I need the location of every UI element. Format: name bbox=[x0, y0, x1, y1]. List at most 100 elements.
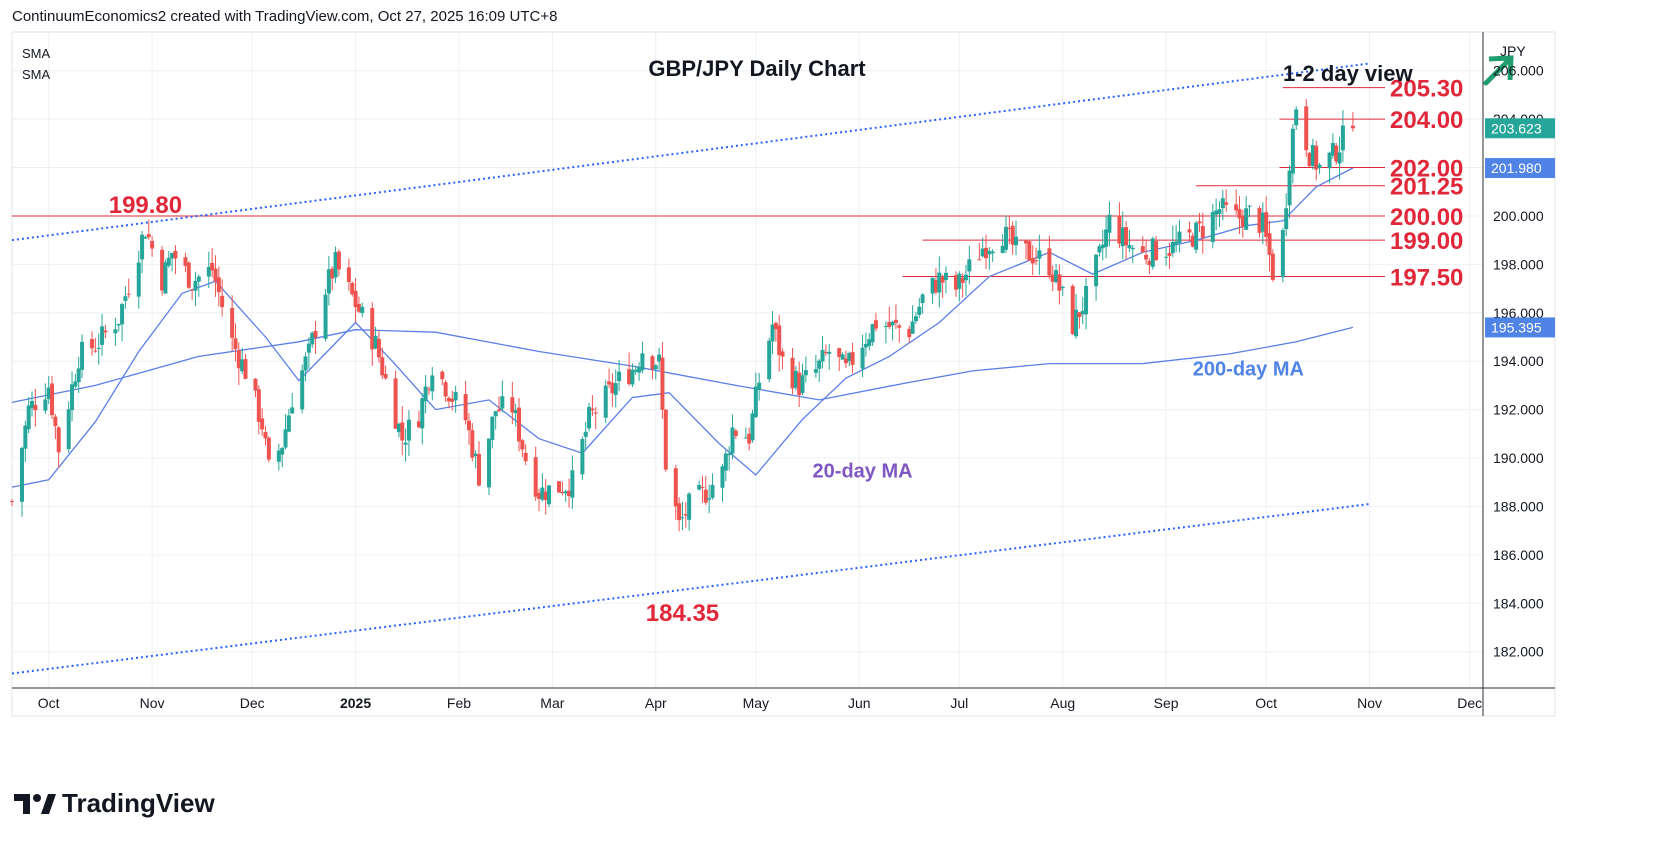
candle-body bbox=[240, 359, 245, 372]
price-tick-label: 190.000 bbox=[1493, 450, 1544, 466]
candle-body bbox=[510, 397, 515, 413]
candle-body bbox=[313, 330, 318, 338]
candle-body bbox=[230, 308, 235, 338]
candle-body bbox=[820, 349, 825, 362]
candle-body bbox=[30, 401, 35, 409]
candle-body bbox=[980, 248, 985, 257]
candle-body bbox=[1187, 229, 1192, 233]
chart-title: GBP/JPY Daily Chart bbox=[648, 56, 866, 81]
candle-body bbox=[256, 389, 261, 422]
candle-body bbox=[1060, 286, 1065, 289]
candle-body bbox=[453, 391, 458, 401]
candle-body bbox=[907, 328, 912, 338]
candle-body bbox=[1194, 222, 1199, 250]
candle-body bbox=[330, 268, 335, 279]
candle-body bbox=[356, 303, 361, 312]
candle-body bbox=[1284, 208, 1289, 230]
candle-body bbox=[680, 517, 685, 519]
view-label: 1-2 day view bbox=[1283, 61, 1414, 86]
candle-body bbox=[1317, 164, 1322, 169]
candle-body bbox=[873, 320, 878, 329]
candle-body bbox=[803, 370, 808, 376]
candle-body bbox=[420, 398, 425, 429]
candle-body bbox=[567, 490, 572, 496]
candle-body bbox=[1050, 274, 1055, 282]
candle-body bbox=[276, 450, 281, 462]
candle-body bbox=[43, 399, 48, 411]
candle-body bbox=[186, 262, 191, 288]
candle-body bbox=[406, 419, 411, 441]
candle-body bbox=[1054, 270, 1059, 283]
candle-body bbox=[627, 369, 632, 385]
tradingview-logo[interactable]: TradingView bbox=[14, 788, 215, 819]
candle-body bbox=[370, 308, 375, 350]
candle-body bbox=[1154, 241, 1159, 261]
candle-body bbox=[173, 250, 178, 259]
candle-body bbox=[887, 321, 892, 327]
candle-body bbox=[440, 371, 445, 380]
candle-body bbox=[1164, 256, 1169, 258]
candle-body bbox=[817, 360, 822, 369]
price-axis[interactable]: 182.000 184.000 186.000 188.000 190.000 192.0… bbox=[1482, 32, 1555, 716]
time-axis[interactable]: Oct Nov Dec 2025 Feb Mar Apr May Jun Jul Aug Sep Oct… bbox=[12, 687, 1555, 711]
candle-body bbox=[50, 383, 55, 416]
candle-body bbox=[376, 338, 381, 358]
ma200-line bbox=[11, 326, 1354, 404]
candle-body bbox=[430, 375, 435, 392]
time-tick-label: Nov bbox=[140, 695, 165, 711]
candle-body bbox=[913, 316, 918, 322]
candle-body bbox=[103, 330, 108, 333]
candle-body bbox=[1000, 245, 1005, 253]
candle-body bbox=[193, 280, 198, 291]
candle-body bbox=[96, 347, 101, 349]
candle-body bbox=[610, 382, 615, 394]
level-label: 201.25 bbox=[1390, 174, 1463, 201]
ma200-label: 200-day MA bbox=[1193, 359, 1304, 381]
price-tick-label: 186.000 bbox=[1493, 547, 1544, 563]
candle-body bbox=[76, 368, 81, 383]
candle-body bbox=[633, 369, 638, 372]
candle-body bbox=[116, 323, 121, 326]
candle-body bbox=[123, 296, 128, 301]
candle-body bbox=[1294, 109, 1299, 126]
candle-body bbox=[283, 429, 288, 448]
candle-body bbox=[373, 335, 378, 349]
candle-body bbox=[910, 321, 915, 334]
candle-body bbox=[260, 418, 265, 430]
candle-body bbox=[360, 306, 365, 314]
candle-body bbox=[730, 427, 735, 454]
candle-body bbox=[533, 457, 538, 497]
candle-body bbox=[326, 269, 331, 294]
level-label: 200.00 bbox=[1390, 204, 1463, 231]
candle-body bbox=[563, 491, 568, 494]
candle-body bbox=[933, 279, 938, 293]
candle-body bbox=[140, 234, 145, 260]
candle-body bbox=[837, 348, 842, 357]
price-tick-label: 194.000 bbox=[1493, 353, 1544, 369]
candle-body bbox=[236, 350, 241, 369]
candle-body bbox=[1267, 233, 1272, 255]
candle-body bbox=[463, 394, 468, 421]
indicator-legend-item: SMA bbox=[22, 67, 51, 82]
candlesticks bbox=[10, 98, 1355, 532]
candle-body bbox=[1094, 254, 1099, 287]
price-tick-label: 182.000 bbox=[1493, 644, 1544, 660]
candle-body bbox=[1167, 253, 1172, 256]
candle-body bbox=[560, 492, 565, 494]
candle-body bbox=[1097, 246, 1102, 253]
candle-body bbox=[1237, 209, 1242, 219]
candle-body bbox=[590, 408, 595, 411]
candle-body bbox=[323, 294, 328, 339]
candle-body bbox=[143, 236, 148, 239]
candle-body bbox=[917, 306, 922, 315]
candle-body bbox=[290, 407, 295, 414]
chart-header: ContinuumEconomics2 created with Trading… bbox=[12, 8, 558, 25]
candle-body bbox=[1290, 128, 1295, 174]
candle-body bbox=[883, 326, 888, 328]
price-tick-label: 206.000 bbox=[1493, 63, 1544, 79]
candle-body bbox=[1177, 231, 1182, 243]
candle-body bbox=[943, 272, 948, 280]
candle-body bbox=[100, 326, 105, 345]
time-tick-label: Dec bbox=[240, 695, 265, 711]
